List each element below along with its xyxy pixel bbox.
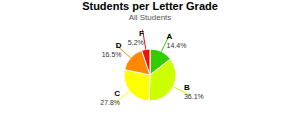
svg-text:D16.5%: D16.5% (102, 41, 122, 58)
svg-text:A14.4%: A14.4% (167, 32, 187, 49)
html-text:All Students: All Students (128, 13, 172, 22)
svg-text:C27.8%: C27.8% (100, 89, 120, 106)
html-text:Students per Letter Grade: Students per Letter Grade (82, 0, 218, 12)
svg-text:B36.1%: B36.1% (184, 83, 204, 100)
svg-text:F5.2%: F5.2% (128, 29, 144, 46)
